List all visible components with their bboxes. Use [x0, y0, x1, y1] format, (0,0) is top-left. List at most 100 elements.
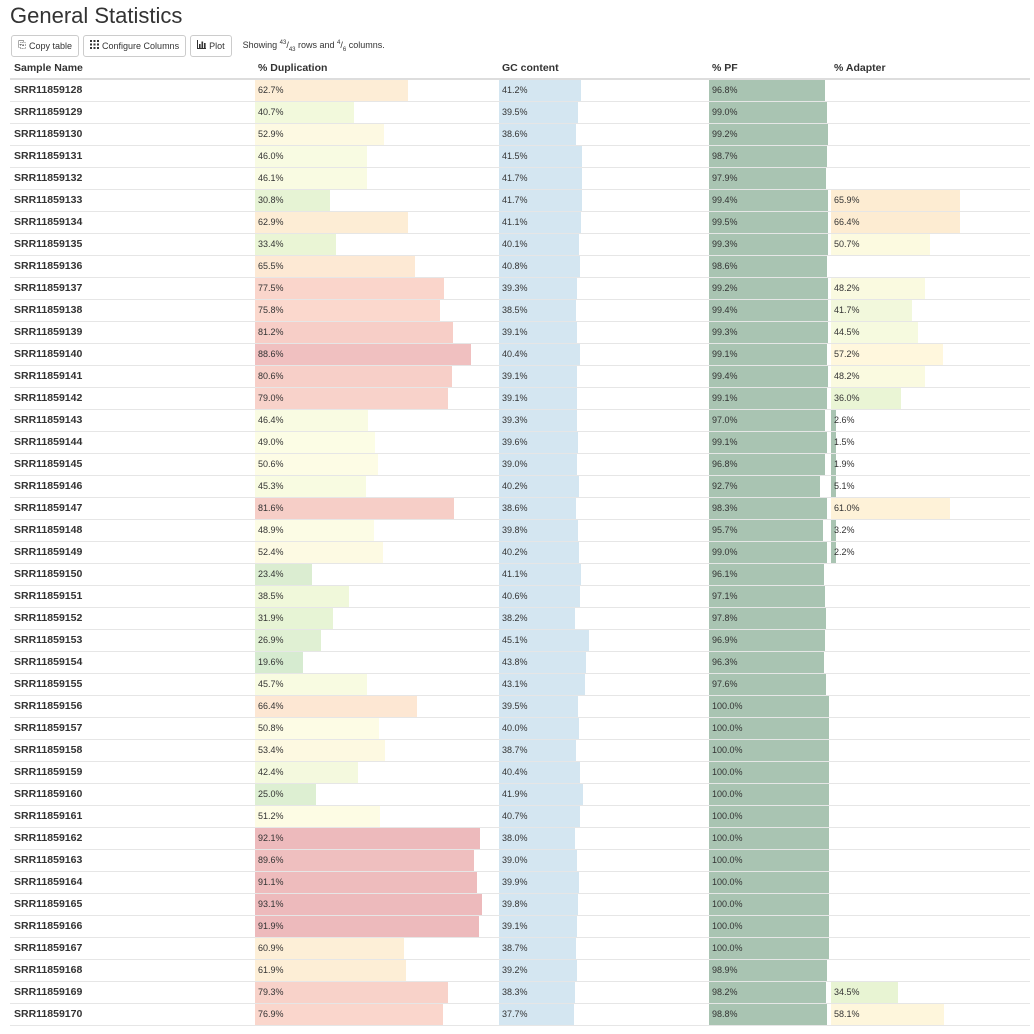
gc-content-cell-value: 41.7% — [502, 195, 528, 205]
pf-cell-value: 95.7% — [712, 525, 738, 535]
duplication-cell: 81.6% — [255, 498, 499, 519]
gc-content-cell: 39.1% — [499, 322, 709, 343]
column-header-adapter[interactable]: % Adapter — [834, 62, 886, 74]
sample-name-cell: SRR11859151 — [14, 590, 83, 602]
gc-content-cell: 40.4% — [499, 762, 709, 783]
pf-cell-value: 98.8% — [712, 1009, 738, 1019]
copy-table-button[interactable]: ⎘ Copy table — [11, 35, 80, 57]
pf-cell-bar — [709, 960, 828, 981]
sample-name-cell: SRR11859129 — [14, 106, 83, 118]
gc-content-cell-bar — [499, 300, 576, 321]
adapter-cell: 1.5% — [831, 432, 1030, 453]
gc-content-cell-value: 43.8% — [502, 657, 528, 667]
duplication-cell: 93.1% — [255, 894, 499, 915]
duplication-cell-bar — [255, 630, 321, 651]
sample-name-cell: SRR11859155 — [14, 678, 83, 690]
adapter-cell-value: 57.2% — [834, 349, 860, 359]
duplication-cell-bar — [255, 586, 349, 607]
pf-cell-value: 99.5% — [712, 217, 738, 227]
gc-content-cell: 43.8% — [499, 652, 709, 673]
duplication-cell: 25.0% — [255, 784, 499, 805]
pf-cell-value: 99.3% — [712, 239, 738, 249]
pf-cell: 98.3% — [709, 498, 831, 519]
pf-cell-bar — [709, 542, 828, 563]
adapter-cell: 36.0% — [831, 388, 1030, 409]
gc-content-cell: 41.1% — [499, 564, 709, 585]
configure-columns-button[interactable]: Configure Columns — [83, 35, 187, 57]
gc-content-cell-value: 43.1% — [502, 679, 528, 689]
gc-content-cell-bar — [499, 938, 577, 959]
duplication-cell: 79.0% — [255, 388, 499, 409]
table-row: SRR11859152 31.9% 38.2% 97.8% — [10, 608, 1030, 630]
sample-name-cell: SRR11859143 — [14, 414, 83, 426]
pf-cell-value: 99.2% — [712, 129, 738, 139]
pf-cell-value: 100.0% — [712, 943, 743, 953]
gc-content-cell-value: 41.9% — [502, 789, 528, 799]
gc-content-cell: 40.2% — [499, 542, 709, 563]
duplication-cell: 62.9% — [255, 212, 499, 233]
gc-content-cell-value: 39.3% — [502, 283, 528, 293]
sample-name-cell: SRR11859161 — [14, 810, 83, 822]
pf-cell: 100.0% — [709, 872, 831, 893]
pf-cell-value: 100.0% — [712, 723, 743, 733]
gc-content-cell-value: 39.1% — [502, 393, 528, 403]
table-row: SRR11859132 46.1% 41.7% 97.9% — [10, 168, 1030, 190]
pf-cell-bar — [709, 124, 828, 145]
column-header-pf[interactable]: % PF — [712, 62, 738, 74]
duplication-cell-value: 46.4% — [258, 415, 284, 425]
duplication-cell-value: 40.7% — [258, 107, 284, 117]
plot-button[interactable]: Plot — [190, 35, 232, 57]
pf-cell: 97.9% — [709, 168, 831, 189]
pf-cell-bar — [709, 168, 827, 189]
gc-content-cell: 39.1% — [499, 388, 709, 409]
sample-name-cell: SRR11859139 — [14, 326, 83, 338]
pf-cell-value: 98.7% — [712, 151, 738, 161]
pf-cell: 96.8% — [709, 454, 831, 475]
table-row: SRR11859154 19.6% 43.8% 96.3% — [10, 652, 1030, 674]
gc-content-cell-bar — [499, 960, 578, 981]
adapter-cell-value: 44.5% — [834, 327, 860, 337]
gc-content-cell-value: 41.7% — [502, 173, 528, 183]
adapter-cell-value: 34.5% — [834, 987, 860, 997]
gc-content-cell-bar — [499, 322, 577, 343]
table-row: SRR11859147 81.6% 38.6% 98.3% 61.0% — [10, 498, 1030, 520]
pf-cell-bar — [709, 102, 828, 123]
pf-cell-bar — [709, 872, 829, 893]
adapter-cell-bar — [831, 300, 913, 321]
column-header-gc-content[interactable]: GC content — [502, 62, 559, 74]
table-row: SRR11859136 65.5% 40.8% 98.6% — [10, 256, 1030, 278]
duplication-cell: 49.0% — [255, 432, 499, 453]
pf-cell: 98.7% — [709, 146, 831, 167]
table-row: SRR11859169 79.3% 38.3% 98.2% 34.5% — [10, 982, 1030, 1004]
table-row: SRR11859158 53.4% 38.7% 100.0% — [10, 740, 1030, 762]
column-header-sample-name[interactable]: Sample Name — [14, 62, 83, 74]
duplication-cell-bar — [255, 498, 455, 519]
pf-cell-bar — [709, 476, 820, 497]
table-row: SRR11859148 48.9% 39.8% 95.7% 3.2% — [10, 520, 1030, 542]
adapter-cell-bar — [831, 410, 836, 431]
pf-cell-value: 100.0% — [712, 833, 743, 843]
gc-content-cell-bar — [499, 80, 582, 101]
sample-name-cell: SRR11859134 — [14, 216, 83, 228]
gc-content-cell-bar — [499, 982, 576, 1003]
pf-cell-value: 98.6% — [712, 261, 738, 271]
adapter-cell-bar — [831, 212, 961, 233]
duplication-cell-bar — [255, 520, 375, 541]
duplication-cell-bar — [255, 916, 480, 937]
gc-content-cell: 39.6% — [499, 432, 709, 453]
gc-content-cell: 41.2% — [499, 80, 709, 101]
column-header-duplication[interactable]: % Duplication — [258, 62, 328, 74]
grid-icon — [90, 40, 100, 52]
sample-name-cell: SRR11859164 — [14, 876, 83, 888]
adapter-cell-bar — [831, 982, 899, 1003]
gc-content-cell-value: 38.0% — [502, 833, 528, 843]
gc-content-cell-value: 39.1% — [502, 921, 528, 931]
adapter-cell-value: 50.7% — [834, 239, 860, 249]
table-row: SRR11859142 79.0% 39.1% 99.1% 36.0% — [10, 388, 1030, 410]
duplication-cell-value: 77.5% — [258, 283, 284, 293]
duplication-cell: 79.3% — [255, 982, 499, 1003]
pf-cell-value: 98.9% — [712, 965, 738, 975]
table-row: SRR11859137 77.5% 39.3% 99.2% 48.2% — [10, 278, 1030, 300]
duplication-cell-bar — [255, 344, 472, 365]
pf-cell-value: 100.0% — [712, 789, 743, 799]
